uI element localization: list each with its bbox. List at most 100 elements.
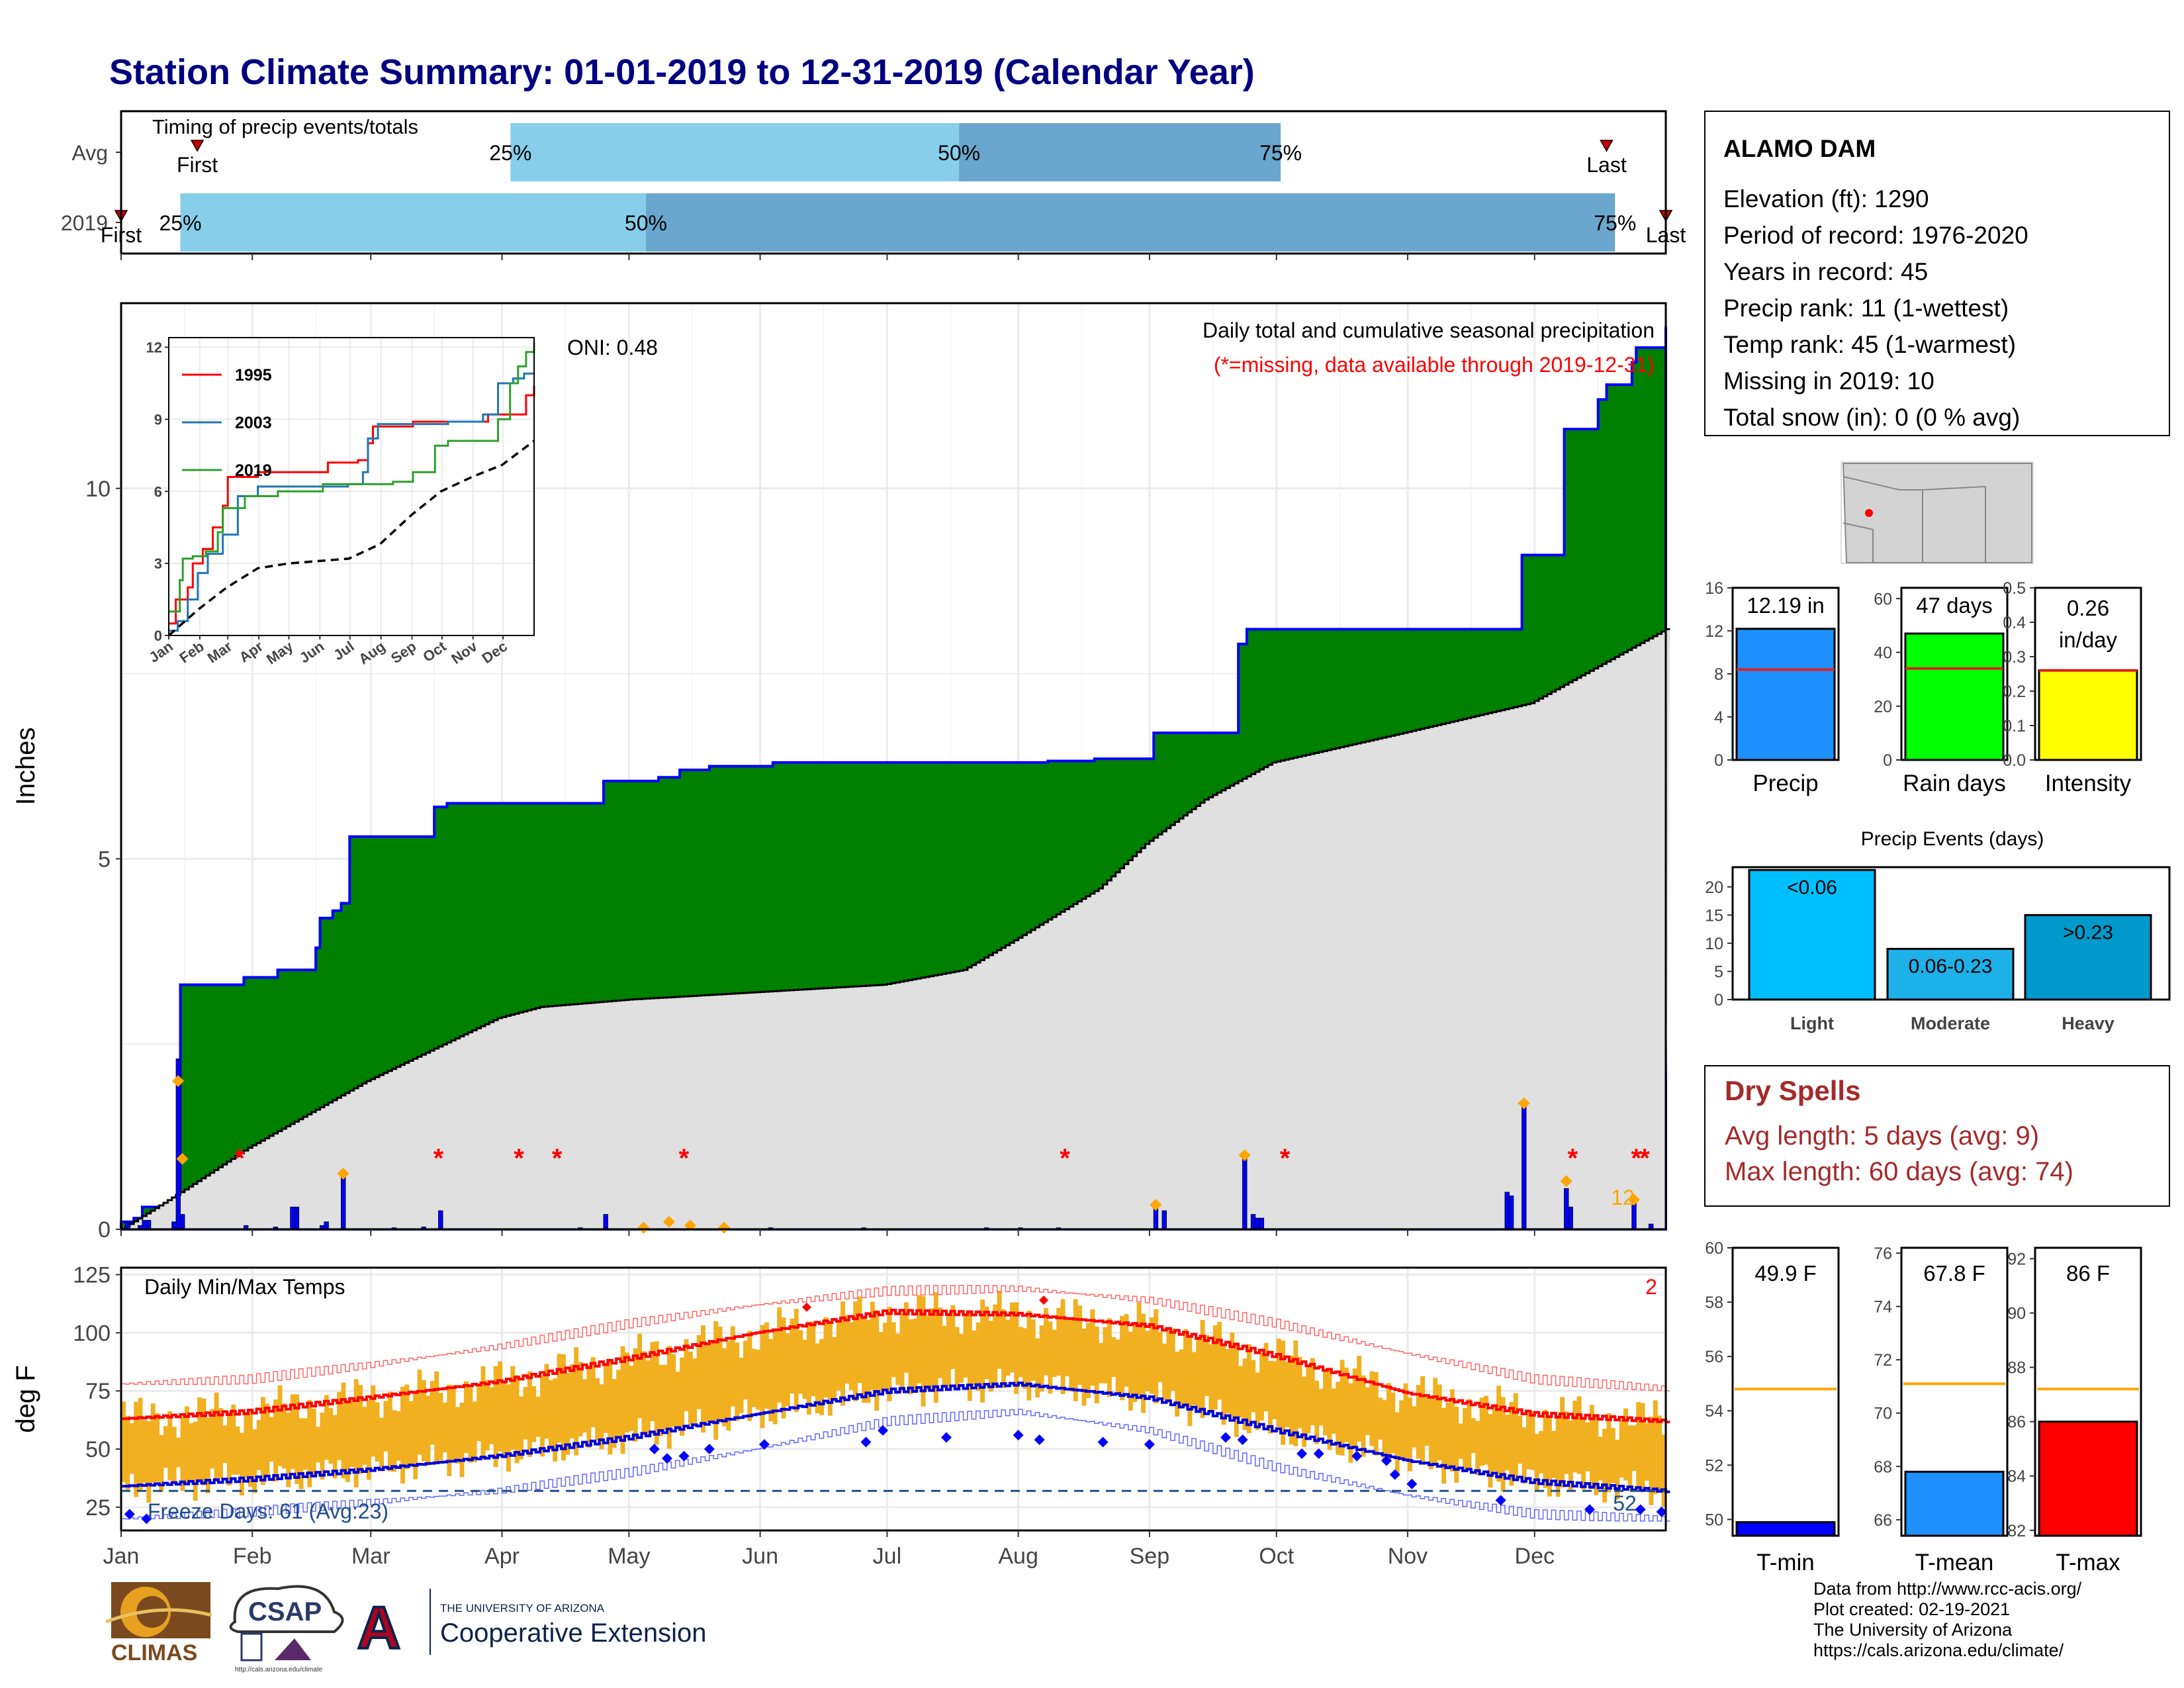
daily-temp-bar	[844, 1315, 850, 1384]
inset-series-line	[169, 385, 535, 625]
daily-temp-bar	[519, 1396, 523, 1460]
daily-temp-bar	[848, 1322, 854, 1390]
daily-temp-bar	[1598, 1436, 1603, 1481]
record-min-marker	[704, 1444, 715, 1455]
daily-temp-bar	[624, 1352, 629, 1432]
timing-pct-label: 75%	[1259, 141, 1302, 165]
inset-legend-label: 2003	[235, 414, 272, 432]
daily-temp-bar	[1615, 1440, 1620, 1500]
daily-temp-bar	[328, 1408, 334, 1464]
freeze-days-label: Freeze Days: 61 (Avg:23)	[148, 1499, 388, 1523]
mini-bar-tick: 0.1	[2003, 717, 2026, 735]
record-min-marker	[141, 1513, 152, 1524]
record-min-marker	[1237, 1434, 1248, 1445]
daily-temp-bar	[832, 1337, 837, 1401]
daily-temp-bar	[1382, 1400, 1387, 1464]
temp-bar-tick: 92	[2007, 1250, 2026, 1268]
dry-spells-avg: Avg length: 5 days (avg: 9)	[1725, 1121, 2039, 1150]
station-name: ALAMO DAM	[1723, 135, 1876, 162]
daily-temp-bar	[641, 1351, 647, 1432]
daily-temp-bar	[1276, 1338, 1281, 1427]
temp-bar-value: 49.9 F	[1754, 1261, 1817, 1286]
record-min-marker	[1013, 1429, 1024, 1440]
daily-temp-bar	[459, 1402, 465, 1477]
record-precip-marker	[1627, 1194, 1640, 1206]
csap-logo-text: CSAP	[248, 1597, 322, 1626]
daily-temp-bar	[629, 1366, 634, 1431]
daily-temp-bar	[189, 1423, 194, 1480]
temp-y-tick: 125	[73, 1263, 111, 1288]
temp-bar-label: T-min	[1756, 1550, 1815, 1575]
month-tick-label: Nov	[1388, 1544, 1428, 1569]
daily-temp-bar	[1560, 1397, 1565, 1488]
daily-temp-bar	[874, 1310, 880, 1411]
event-y-tick: 15	[1705, 906, 1723, 925]
daily-temp-bar	[1471, 1418, 1476, 1454]
daily-temp-bar	[599, 1384, 604, 1450]
event-y-tick: 20	[1705, 878, 1723, 897]
daily-temp-bar	[362, 1407, 367, 1465]
precip-y-tick: 5	[98, 847, 111, 872]
daily-temp-bar	[383, 1401, 388, 1452]
temp-bar-tick: 66	[1874, 1511, 1892, 1530]
daily-temp-bar	[371, 1385, 376, 1457]
daily-temp-bar	[1352, 1368, 1357, 1447]
daily-temp-bar	[1293, 1340, 1298, 1446]
daily-temp-bar	[1479, 1397, 1484, 1466]
daily-temp-bar	[353, 1379, 359, 1488]
precip-header: Daily total and cumulative seasonal prec…	[1203, 318, 1655, 342]
daily-temp-bar	[595, 1378, 600, 1441]
daily-temp-bar	[1115, 1339, 1120, 1394]
daily-temp-bar	[295, 1394, 300, 1484]
daily-temp-bar	[1246, 1344, 1251, 1434]
daily-temp-bar	[159, 1434, 164, 1493]
record-precip-marker	[1518, 1097, 1530, 1109]
daily-temp-bar	[176, 1437, 181, 1468]
daily-temp-bar	[1285, 1361, 1290, 1428]
record-precip-marker	[1150, 1199, 1162, 1211]
month-tick-label: Sep	[1130, 1544, 1170, 1569]
daily-temp-bar	[1183, 1329, 1188, 1407]
daily-temp-bar	[802, 1340, 807, 1399]
daily-temp-bar	[959, 1334, 964, 1383]
daily-temp-bar	[167, 1411, 173, 1481]
daily-temp-bar	[933, 1291, 938, 1403]
avg-max-line	[121, 1309, 1670, 1424]
daily-temp-bar	[535, 1396, 541, 1437]
locator-map	[1841, 461, 2034, 564]
daily-temp-bar	[422, 1380, 426, 1462]
daily-temp-bar	[827, 1323, 833, 1416]
timing-bar-mid	[645, 193, 1615, 252]
daily-temp-bar	[502, 1383, 507, 1459]
daily-temp-bar	[129, 1423, 134, 1474]
daily-temp-bar	[1170, 1329, 1175, 1391]
station-info-box: ALAMO DAM Elevation (ft): 1290 Period of…	[1704, 111, 2170, 436]
daily-precip-bar	[1508, 1196, 1514, 1230]
mini-bar	[1735, 628, 1836, 761]
daily-temp-bar	[1154, 1309, 1159, 1404]
timing-bar-early	[180, 193, 646, 252]
oni-label: ONI: 0.48	[567, 336, 658, 359]
daily-temp-bar	[1564, 1411, 1569, 1474]
timing-row-label: 2019	[61, 211, 108, 235]
daily-temp-bar	[841, 1301, 845, 1406]
daily-temp-bar	[1454, 1406, 1459, 1483]
daily-temp-bar	[1488, 1413, 1493, 1488]
daily-temp-bar	[1166, 1327, 1171, 1402]
daily-temp-bar	[1589, 1405, 1594, 1489]
inset-average-line	[167, 440, 535, 637]
daily-temp-bar	[777, 1307, 782, 1403]
record-min-marker	[1389, 1469, 1400, 1480]
daily-temp-bar	[1378, 1397, 1383, 1440]
temp-bar-tick: 56	[1705, 1348, 1723, 1366]
event-bar-label: 0.06-0.23	[1909, 955, 1993, 977]
daily-temp-bar	[1657, 1415, 1662, 1491]
daily-temp-bar	[1204, 1335, 1209, 1396]
temp-bar-tick: 88	[2007, 1359, 2026, 1378]
record-precip-marker	[718, 1221, 731, 1234]
record-min-marker	[678, 1450, 690, 1462]
daily-temp-bar	[988, 1321, 993, 1392]
daily-temp-bar	[730, 1326, 735, 1407]
mini-bar-tick: 12	[1705, 622, 1723, 641]
mini-bar-tick: 16	[1705, 579, 1723, 598]
